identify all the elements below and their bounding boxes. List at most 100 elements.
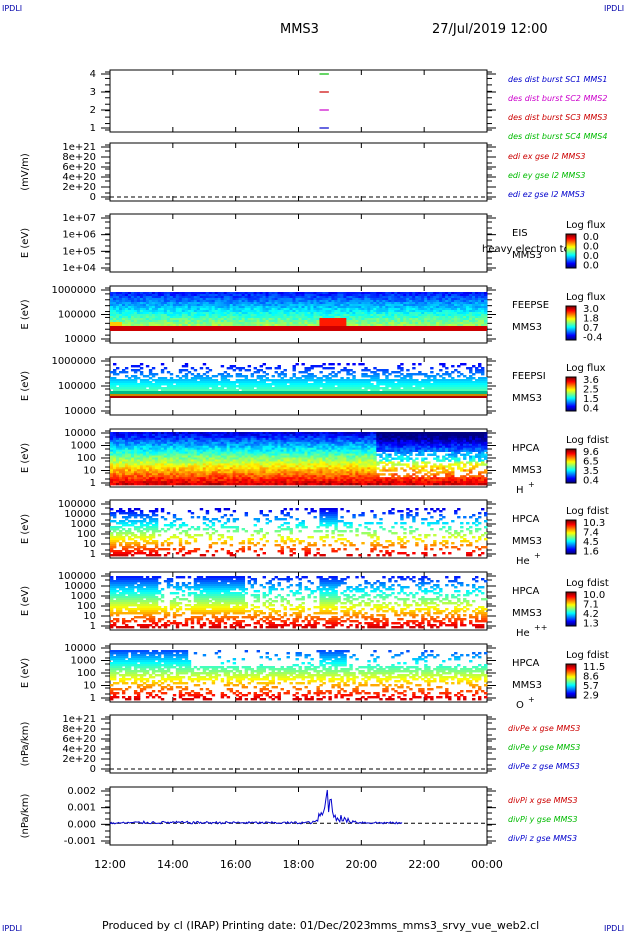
heatmap-cell (190, 292, 195, 295)
heatmap-cell (142, 308, 147, 311)
heatmap-cell (256, 316, 261, 319)
heatmap-cell (229, 298, 234, 301)
heatmap-cell (313, 310, 317, 313)
heatmap-cell (418, 373, 422, 376)
heatmap-cell (430, 375, 434, 378)
panel-9-colorbar-cell (566, 682, 576, 684)
heatmap-cell (214, 294, 219, 297)
heatmap-cell (211, 294, 216, 297)
heatmap-cell (208, 292, 213, 295)
heatmap-cell (283, 294, 287, 297)
heatmap-cell (172, 310, 177, 313)
heatmap-cell (259, 306, 263, 309)
heatmap-cell (253, 318, 258, 321)
heatmap-cell (145, 320, 150, 323)
panel-6-colorbar-cell (566, 450, 576, 452)
panel-3-colorbar-cell (566, 242, 576, 244)
heatmap-cell (118, 314, 123, 317)
heatmap-cell (319, 314, 323, 317)
heatmap-cell (199, 367, 204, 370)
heatmap-cell (280, 292, 284, 295)
heatmap-cell (274, 310, 278, 313)
heatmap-cell (154, 373, 159, 376)
heatmap-cell (196, 316, 201, 319)
heatmap-cell (157, 308, 162, 311)
heatmap-cell (136, 369, 141, 372)
heatmap-cell (229, 310, 234, 313)
heatmap-cell (322, 310, 326, 313)
panel-8-colorbar-cell (566, 613, 576, 615)
heatmap-cell (295, 312, 299, 315)
heatmap-cell (265, 379, 269, 382)
heatmap-cell (268, 314, 272, 317)
heatmap-cell (193, 310, 198, 313)
heatmap-cell (235, 300, 240, 303)
heatmap-cell (178, 314, 183, 317)
heatmap-cell (151, 314, 156, 317)
panel-5-colorbar-cell (566, 388, 576, 390)
heatmap-cell (154, 320, 159, 323)
heatmap-cell (160, 320, 165, 323)
heatmap-cell (169, 314, 174, 317)
panel-7-ytick-label: 100 (77, 529, 96, 540)
panel-8-ytick-label: 10000 (64, 581, 96, 592)
panel-9-colorbar-cell (566, 664, 576, 666)
heatmap-cell (238, 314, 243, 317)
heatmap-cell (202, 292, 207, 295)
heatmap-cell (307, 302, 311, 305)
heatmap-cell (271, 300, 275, 303)
heatmap-cell (268, 310, 272, 313)
panel-9-colorbar-cell (566, 677, 576, 679)
heatmap-cell (181, 302, 186, 305)
heatmap-cell (274, 316, 278, 319)
heatmap-cell (265, 302, 269, 305)
heatmap-cell (148, 318, 153, 321)
panel-5-colorbar-cell (566, 393, 576, 395)
panel-5-colorbar-cell (566, 379, 576, 381)
heatmap-cell (289, 318, 293, 321)
panel-7-colorbar-cell (566, 535, 576, 537)
panel-10-legend-entry: divPe y gse MMS3 (508, 743, 580, 752)
heatmap-cell (400, 363, 404, 366)
heatmap-cell (289, 310, 293, 313)
heatmap-cell (280, 310, 284, 313)
heatmap-cell (163, 383, 168, 386)
panel-9-colorbar-cell (566, 694, 576, 696)
panel-7-colorbar-cell (566, 550, 576, 552)
heatmap-cell (304, 318, 308, 321)
heatmap-cell (250, 294, 255, 297)
panel-7-colorbar-tick: 10.3 (583, 518, 605, 529)
panel-3-colorbar-cell (566, 256, 576, 258)
panel-3-colorbar-frame (565, 233, 577, 269)
heatmap-cell (268, 312, 272, 315)
heatmap-cell (157, 322, 162, 325)
heatmap-cell (223, 310, 228, 313)
heatmap-cell (169, 298, 174, 301)
heatmap-cell (157, 294, 162, 297)
panel-3-colorbar-cell (566, 264, 576, 266)
heatmap-cell (313, 324, 317, 327)
heatmap-cell (232, 302, 237, 305)
heatmap-cell (397, 367, 401, 370)
heatmap-cell (127, 316, 132, 319)
heatmap-cell (277, 300, 281, 303)
heatmap-cell (310, 318, 314, 321)
heatmap-cell (121, 292, 126, 295)
heatmap-cell (325, 304, 329, 307)
heatmap-cell (331, 298, 335, 301)
heatmap-cell (241, 320, 246, 323)
heatmap-cell (328, 298, 332, 301)
heatmap-cell (259, 318, 263, 321)
heatmap-cell (271, 322, 275, 325)
heatmap-cell (136, 296, 141, 299)
heatmap-cell (313, 306, 317, 309)
heatmap-cell (127, 300, 132, 303)
panel-4-colorbar-cell (566, 311, 576, 313)
heatmap-cell (121, 316, 126, 319)
heatmap-cell (169, 296, 174, 299)
heatmap-cell (133, 306, 138, 309)
heatmap-cell (154, 300, 159, 303)
heatmap-cell (148, 298, 153, 301)
panel-5-ytick-label: 10000 (64, 406, 96, 417)
